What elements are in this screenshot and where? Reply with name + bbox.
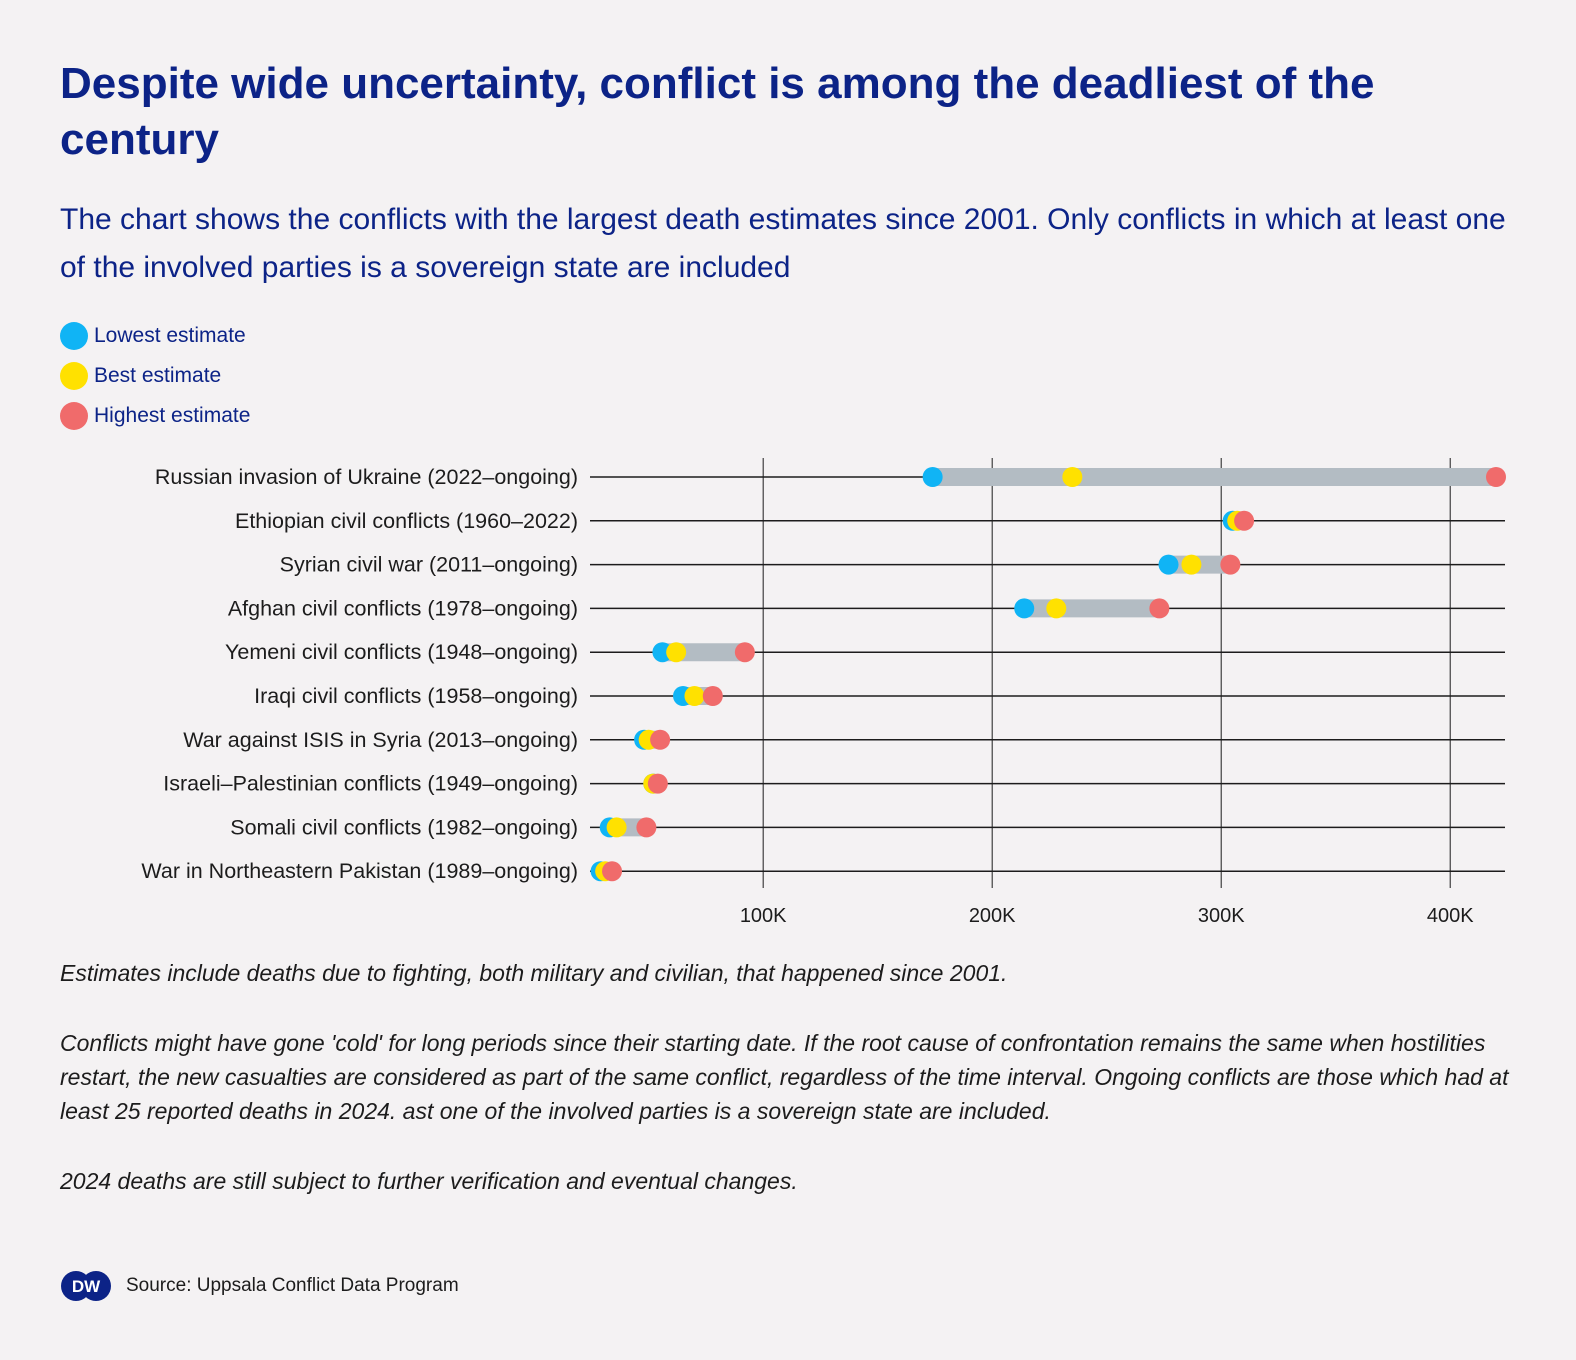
row-label: Syrian civil war (2011–ongoing) xyxy=(280,553,578,577)
chart-subtitle: The chart shows the conflicts with the l… xyxy=(60,203,1506,284)
highest-estimate-dot xyxy=(602,861,623,882)
best-estimate-dot xyxy=(1181,554,1202,575)
highest-estimate-dot xyxy=(734,642,755,663)
row-label: Iraqi civil conflicts (1958–ongoing) xyxy=(254,684,578,708)
legend-dot-highest xyxy=(60,402,88,430)
dw-logo-text: DW xyxy=(72,1277,101,1296)
dumbbell-chart: 100K 200K 300K 400K Russian invasion of Ukra… xyxy=(141,458,1506,927)
best-estimate-dot xyxy=(1046,598,1067,619)
source-line: DW Source: Uppsala Conflict Data Program xyxy=(60,1270,459,1302)
x-tick-label: 100K xyxy=(740,905,787,927)
row-label: War in Northeastern Pakistan (1989–ongoi… xyxy=(141,859,578,883)
highest-estimate-dot xyxy=(647,773,668,794)
footnote-2: Conflicts might have gone 'cold' for lon… xyxy=(60,1030,1509,1124)
x-tick-label: 300K xyxy=(1198,905,1245,927)
highest-estimate-dot xyxy=(1486,467,1506,487)
best-estimate-dot xyxy=(666,642,687,663)
legend-item-lowest: Lowest estimate xyxy=(60,316,250,356)
legend: Lowest estimate Best estimate Highest es… xyxy=(60,316,250,436)
row-label: Ethiopian civil conflicts (1960–2022) xyxy=(235,509,578,533)
footnote-1: Estimates include deaths due to fighting… xyxy=(60,960,1008,986)
best-estimate-dot xyxy=(606,817,627,838)
row-label: Yemeni civil conflicts (1948–ongoing) xyxy=(225,640,578,664)
highest-estimate-dot xyxy=(1149,598,1170,619)
lowest-estimate-dot xyxy=(1014,598,1035,619)
legend-item-best: Best estimate xyxy=(60,356,250,396)
row-label: Afghan civil conflicts (1978–ongoing) xyxy=(228,596,578,620)
legend-label-highest: Highest estimate xyxy=(94,404,251,427)
best-estimate-dot xyxy=(684,686,705,706)
footnotes: Estimates include deaths due to fighting… xyxy=(60,956,1510,1234)
lowest-estimate-dot xyxy=(922,467,943,487)
row-label: Israeli–Palestinian conflicts (1949–ongo… xyxy=(163,772,578,796)
legend-item-highest: Highest estimate xyxy=(60,396,250,436)
legend-dot-lowest xyxy=(60,322,88,350)
legend-label-lowest: Lowest estimate xyxy=(94,324,246,347)
highest-estimate-dot xyxy=(636,817,657,838)
row-label: Somali civil conflicts (1982–ongoing) xyxy=(230,815,578,839)
x-tick-label: 400K xyxy=(1427,905,1474,927)
row-label: War against ISIS in Syria (2013–ongoing) xyxy=(183,728,578,752)
footnote-3: 2024 deaths are still subject to further… xyxy=(60,1168,798,1194)
highest-estimate-dot xyxy=(1220,554,1241,575)
lowest-estimate-dot xyxy=(652,642,673,663)
chart-title: Despite wide uncertainty, conflict is am… xyxy=(60,59,1375,164)
legend-label-best: Best estimate xyxy=(94,364,222,387)
lowest-estimate-dot xyxy=(1158,554,1179,575)
highest-estimate-dot xyxy=(702,686,723,706)
best-estimate-dot xyxy=(1062,467,1083,487)
legend-dot-best xyxy=(60,362,88,390)
dw-logo-icon: DW xyxy=(61,1271,111,1301)
row-label: Russian invasion of Ukraine (2022–ongoin… xyxy=(155,465,578,489)
source-text: Source: Uppsala Conflict Data Program xyxy=(126,1275,459,1296)
highest-estimate-dot xyxy=(650,729,671,750)
highest-estimate-dot xyxy=(1234,510,1255,531)
x-tick-label: 200K xyxy=(969,905,1016,927)
